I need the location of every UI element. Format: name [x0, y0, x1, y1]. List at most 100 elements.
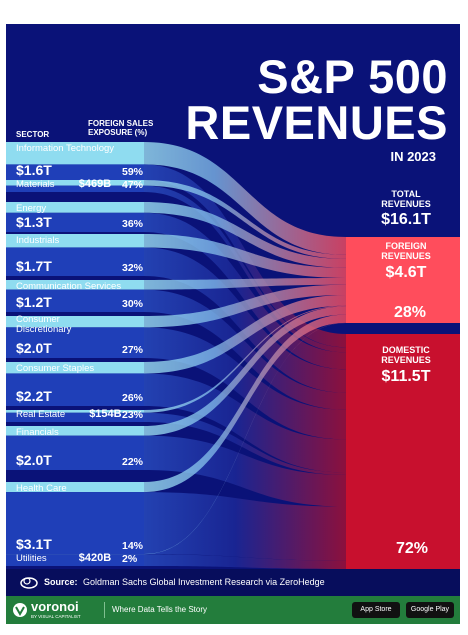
sector-foreign-pct-health-care: 14%: [122, 540, 144, 552]
sector-revenue-communication-services: $1.2T: [16, 294, 52, 310]
domestic-share-bar-energy: [6, 212, 144, 232]
foreign-node: [346, 237, 460, 323]
domestic-flow-financials: [144, 435, 346, 507]
sector-revenue-consumer-staples: $2.2T: [16, 388, 52, 404]
foreign-flow-communication-services: [144, 277, 346, 290]
domestic-share-bar-consumer-discretionary: [6, 327, 144, 358]
foreign-share-bar-industrials: [6, 234, 144, 248]
total-value: $16.1T: [381, 211, 431, 228]
source-label: Source:: [44, 577, 78, 587]
foreign-flow-consumer-staples: [144, 294, 346, 374]
sector-foreign-pct-utilities: 2%: [122, 553, 138, 565]
total-label-line-1: TOTAL: [391, 189, 421, 199]
foreign-flow-real-estate: [144, 305, 346, 413]
column-header-sector: SECTOR: [16, 130, 50, 139]
sector-name-consumer-discretionary: Consumer: [16, 314, 60, 325]
foreign-flow-materials: [144, 180, 346, 259]
domestic-share-bar-utilities: [6, 554, 144, 566]
sector-foreign-pct-financials: 22%: [122, 456, 144, 468]
domestic-flow-consumer-staples: [144, 373, 346, 473]
sector-revenue-materials: $469B: [78, 178, 112, 190]
title-line-1: S&P 500: [257, 50, 448, 103]
domestic-flow-utilities: [144, 554, 346, 569]
foreign-flow-consumer-discretionary: [144, 284, 346, 328]
foreign-flow-health-care: [144, 314, 346, 493]
sector-name-consumer-discretionary-line2: Discretionary: [16, 324, 72, 335]
sector-name-energy: Energy: [16, 203, 47, 214]
domestic-share-bar-real-estate: [6, 412, 144, 422]
column-header-foreign-line-2: EXPOSURE (%): [88, 128, 148, 137]
domestic-value: $11.5T: [381, 368, 431, 385]
foreign-share-bar-materials: [6, 180, 144, 186]
foreign-flow-financials: [144, 306, 346, 436]
foreign-label-line-2: REVENUES: [381, 251, 431, 261]
foreign-share-bar-energy: [6, 202, 144, 213]
sector-foreign-pct-materials: 47%: [122, 179, 144, 191]
foreign-share-bar-consumer-discretionary: [6, 316, 144, 328]
domestic-flow-health-care: [144, 492, 346, 561]
foreign-label-line-1: FOREIGN: [385, 241, 427, 251]
sector-name-health-care: Health Care: [16, 483, 67, 494]
sector-foreign-pct-communication-services: 30%: [122, 298, 144, 310]
sector-foreign-pct-industrials: 32%: [122, 262, 144, 274]
foreign-share-bar-financials: [6, 426, 144, 436]
cloud-icon: [20, 577, 38, 589]
domestic-percent: 72%: [396, 540, 429, 557]
sector-revenue-financials: $2.0T: [16, 452, 52, 468]
sector-name-information-technology: Information Technology: [16, 143, 115, 154]
domestic-node: [346, 334, 460, 569]
foreign-share-bar-communication-services: [6, 280, 144, 290]
infographic: S&P 500 REVENUES IN 2023 SECTOR FOREIGN …: [6, 24, 460, 596]
tagline: Where Data Tells the Story: [112, 605, 208, 614]
sector-name-real-estate: Real Estate: [16, 409, 66, 420]
sector-name-industrials: Industrials: [16, 235, 60, 246]
foreign-share-bar-real-estate: [6, 410, 144, 413]
domestic-share-bar-information-technology: [6, 164, 144, 180]
domestic-share-bar-communication-services: [6, 289, 144, 312]
domestic-label-line-1: DOMESTIC: [382, 345, 430, 355]
foreign-flow-information-technology: [144, 142, 346, 255]
footer-divider: [104, 602, 105, 618]
sector-foreign-pct-real-estate: 23%: [122, 409, 144, 421]
sector-foreign-pct-consumer-discretionary: 27%: [122, 344, 144, 356]
sector-foreign-pct-energy: 36%: [122, 218, 144, 230]
domestic-flow-energy: [144, 212, 346, 370]
source-bar: Source: Goldman Sachs Global Investment …: [6, 569, 460, 596]
sector-revenue-information-technology: $1.6T: [16, 162, 52, 178]
domestic-share-bar-materials: [6, 185, 144, 192]
brand-subtitle: BY VISUAL CAPITALIST: [31, 614, 81, 619]
foreign-flow-utilities: [144, 322, 346, 555]
domestic-flow-real-estate: [144, 412, 346, 475]
source-text: Goldman Sachs Global Investment Research…: [83, 577, 325, 587]
brand-name: voronoi: [31, 599, 79, 614]
sector-name-utilities: Utilities: [16, 553, 47, 564]
subtitle: IN 2023: [390, 149, 436, 164]
foreign-share-bar-information-technology: [6, 142, 144, 165]
brand-footer: voronoi BY VISUAL CAPITALIST Where Data …: [6, 596, 460, 624]
domestic-label-line-2: REVENUES: [381, 355, 431, 365]
sector-name-consumer-staples: Consumer Staples: [16, 363, 95, 374]
foreign-share-bar-health-care: [6, 482, 144, 493]
foreign-value: $4.6T: [385, 264, 427, 281]
sector-name-communication-services: Communication Services: [16, 281, 122, 292]
sector-revenue-real-estate: $154B: [89, 408, 122, 420]
foreign-percent: 28%: [394, 304, 427, 321]
app-store-badge[interactable]: App Store: [352, 602, 400, 618]
domestic-share-bar-financials: [6, 435, 144, 470]
domestic-share-bar-health-care: [6, 492, 144, 554]
sector-foreign-pct-consumer-staples: 26%: [122, 392, 144, 404]
sector-revenue-industrials: $1.7T: [16, 258, 52, 274]
sector-name-financials: Financials: [16, 427, 59, 438]
sector-revenue-health-care: $3.1T: [16, 536, 52, 552]
google-play-badge[interactable]: Google Play: [406, 602, 454, 618]
title-line-2: REVENUES: [185, 96, 448, 149]
foreign-share-bar-consumer-staples: [6, 362, 144, 374]
sector-revenue-consumer-discretionary: $2.0T: [16, 340, 52, 356]
sector-name-materials: Materials: [16, 179, 55, 190]
domestic-flow-materials: [144, 185, 346, 353]
voronoi-logo-icon: [13, 603, 27, 617]
domestic-share-bar-industrials: [6, 247, 144, 276]
total-label-line-2: REVENUES: [381, 199, 431, 209]
sector-foreign-pct-information-technology: 59%: [122, 166, 144, 178]
foreign-flow-energy: [144, 202, 346, 268]
